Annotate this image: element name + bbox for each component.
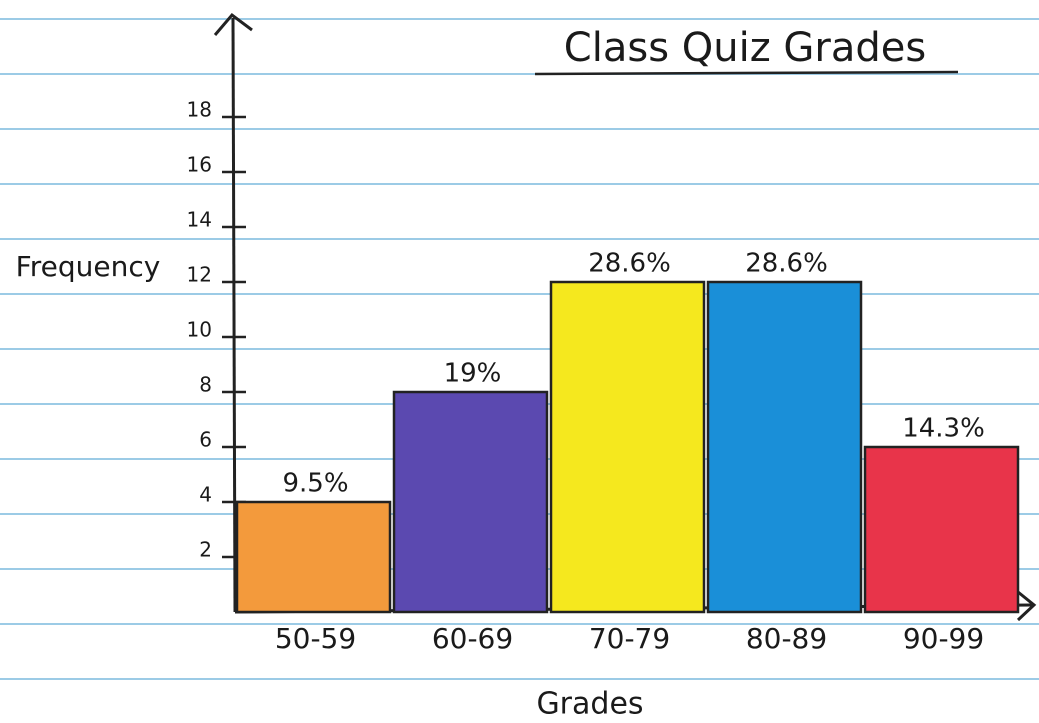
x-tick-label: 60-69 [432, 622, 513, 655]
y-tick-label: 4 [199, 483, 212, 507]
x-tick-label: 80-89 [746, 622, 827, 655]
y-tick-label: 12 [187, 263, 212, 287]
bar [394, 392, 547, 612]
percent-label: 14.3% [902, 414, 985, 444]
y-axis-label: Frequency [16, 250, 161, 283]
chart: Class Quiz Grades Frequency Grades 2 4 6 8 1… [0, 0, 1039, 723]
bar [708, 282, 861, 612]
chart-title: Class Quiz Grades [564, 25, 926, 71]
percent-label: 9.5% [282, 469, 348, 499]
y-tick-label: 16 [187, 153, 212, 177]
y-axis [233, 18, 235, 612]
y-tick-label: 10 [187, 318, 212, 342]
bar [237, 502, 390, 612]
bar [865, 447, 1018, 612]
y-tick-label: 8 [199, 373, 212, 397]
percent-label: 28.6% [588, 249, 671, 279]
x-tick-label: 90-99 [903, 622, 984, 655]
x-axis-label: Grades [536, 687, 643, 722]
percent-label: 28.6% [745, 249, 828, 279]
x-tick-label: 50-59 [275, 622, 356, 655]
title-underline [535, 72, 958, 74]
y-tick-label: 18 [187, 98, 212, 122]
percent-label: 19% [444, 359, 502, 389]
y-tick-label: 14 [187, 208, 212, 232]
bar [551, 282, 704, 612]
y-tick-label: 2 [199, 538, 212, 562]
y-tick-label: 6 [199, 428, 212, 452]
page: Class Quiz Grades Frequency Grades 2 4 6 8 1… [0, 0, 1039, 723]
x-tick-label: 70-79 [589, 622, 670, 655]
